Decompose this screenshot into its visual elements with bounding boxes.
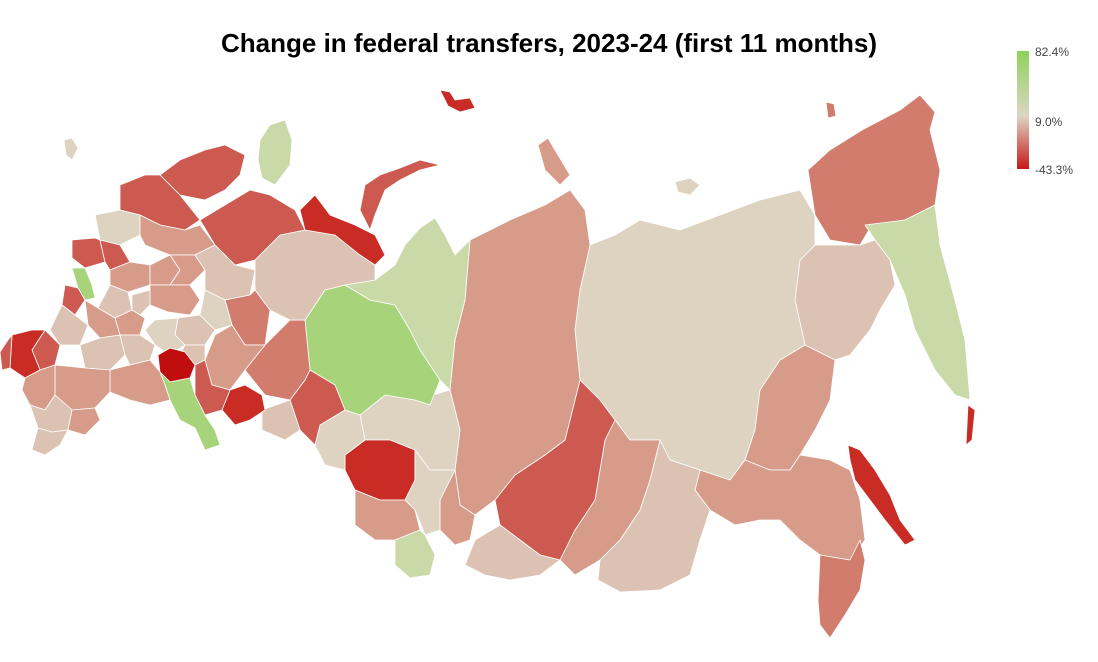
region-chelyabinsk[interactable] — [221, 384, 266, 426]
legend-gradient-bar — [1017, 51, 1029, 169]
region-yamalo-nenets[interactable] — [344, 217, 471, 391]
region-amur[interactable] — [694, 454, 866, 561]
region-franz-josef[interactable] — [439, 89, 476, 113]
legend-min-label: -43.3% — [1035, 163, 1074, 177]
legend-mid-label: 9.0% — [1035, 115, 1063, 129]
region-udmurtia[interactable] — [199, 289, 233, 331]
region-kemerovo[interactable] — [404, 449, 456, 536]
region-kurgan[interactable] — [261, 399, 301, 441]
region-kurils[interactable] — [965, 404, 976, 446]
legend-max-label: 82.4% — [1035, 45, 1070, 59]
region-kaliningrad[interactable] — [63, 137, 79, 161]
region-magadan[interactable] — [794, 239, 896, 361]
region-sakhalin[interactable] — [847, 444, 916, 546]
region-belgorod[interactable] — [9, 329, 46, 379]
region-kamchatka[interactable] — [864, 204, 971, 401]
region-irkutsk[interactable] — [494, 379, 616, 561]
region-taymyr-island[interactable] — [537, 137, 571, 186]
region-novaya-zemlya[interactable] — [257, 119, 293, 186]
region-nizhny-novgorod[interactable] — [149, 284, 201, 316]
map-title: Change in federal transfers, 2023-24 (fi… — [221, 28, 877, 58]
region-yamal-peninsula[interactable] — [359, 159, 441, 231]
region-vladimir[interactable] — [131, 289, 151, 316]
region-stavropol[interactable] — [67, 407, 101, 436]
region-orel-kursk[interactable] — [49, 304, 89, 346]
region-arctic-islands[interactable] — [674, 177, 701, 196]
region-sverdlovsk[interactable] — [244, 319, 311, 401]
region-chukotka[interactable] — [807, 94, 941, 246]
region-murmansk[interactable] — [159, 144, 246, 201]
region-crimea[interactable] — [0, 334, 13, 371]
region-tuva[interactable] — [464, 524, 561, 581]
region-pskov[interactable] — [71, 237, 106, 269]
region-altai-republic[interactable] — [394, 529, 436, 579]
region-caucasus-east[interactable] — [31, 427, 69, 456]
region-bryansk[interactable] — [61, 284, 86, 316]
color-legend: 82.4% 9.0% -43.3% — [1017, 45, 1097, 181]
region-volgograd[interactable] — [109, 359, 171, 406]
region-leningrad[interactable] — [94, 209, 141, 246]
region-nenets[interactable] — [299, 194, 386, 266]
region-voronezh[interactable] — [79, 334, 126, 371]
region-primorye[interactable] — [817, 539, 866, 639]
region-wrangel[interactable] — [825, 101, 837, 119]
